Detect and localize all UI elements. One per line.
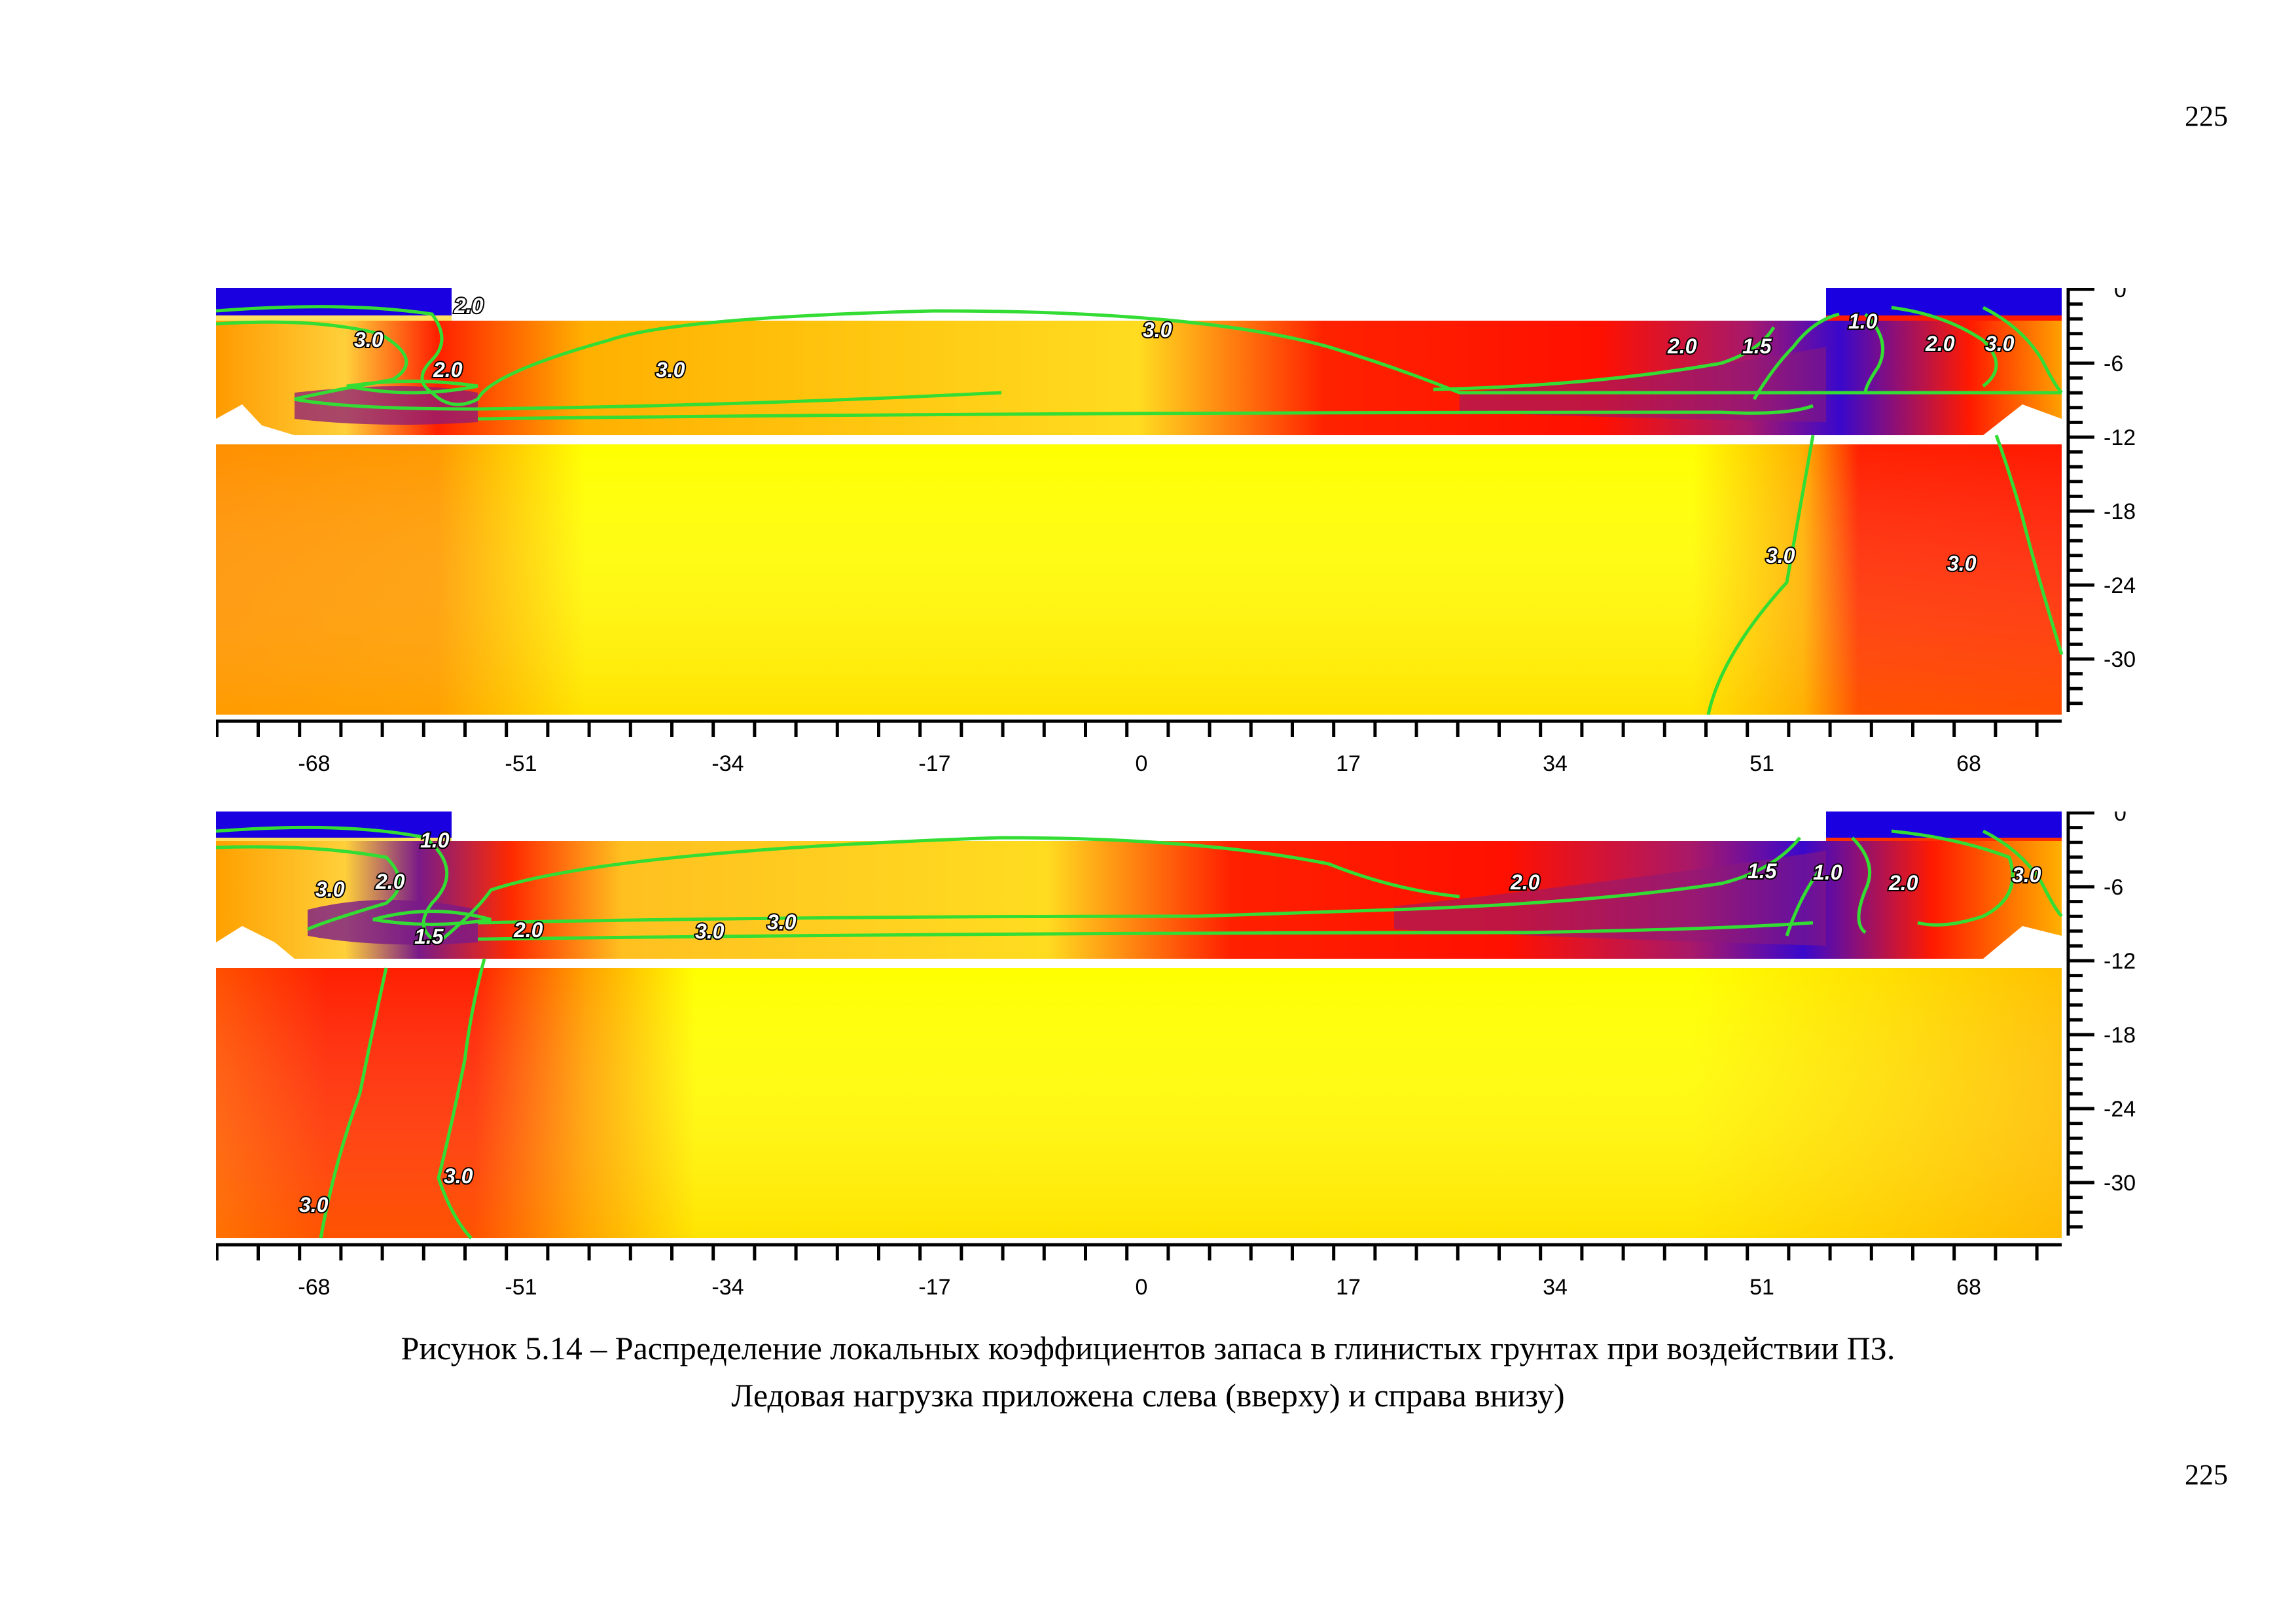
x-tick-label: 0 — [1136, 751, 1148, 776]
x-tick-labels-top: -68 -51 -34 -17 0 17 34 51 68 — [298, 751, 1981, 776]
y-tick-label: -24 — [2104, 1097, 2136, 1122]
x-tick-label: -34 — [711, 1275, 744, 1300]
page-number-bottom: 225 — [2185, 1459, 2228, 1491]
contour-label: 3.0 — [767, 910, 797, 934]
y-tick-label: -6 — [2104, 875, 2123, 900]
contour-label: 2.0 — [433, 358, 463, 382]
x-tick-label: 0 — [1136, 1275, 1148, 1300]
contour-label: 3.0 — [315, 878, 345, 901]
x-tick-label: 34 — [1543, 751, 1568, 776]
contour-label: 3.0 — [1766, 544, 1795, 567]
x-tick-label: -34 — [711, 751, 744, 776]
contour-label: 1.5 — [414, 925, 444, 948]
y-tick-label: -30 — [2104, 1171, 2136, 1196]
y-tick-labels-bottom: 0 -6 -12 -18 -24 -30 — [2104, 812, 2136, 1196]
contour-label: 3.0 — [656, 358, 685, 382]
y-tick-labels-top: 0 -6 -12 -18 -24 -30 — [2104, 288, 2136, 672]
contour-labels-top: 2.0 3.0 2.0 3.0 3.0 2.0 1.5 1.0 2.0 3.0 … — [353, 293, 2016, 577]
contour-label: 3.0 — [299, 1193, 329, 1217]
heatmap-figure-bottom: 1.0 3.0 2.0 1.5 2.0 3.0 3.0 2.0 1.5 1.0 … — [216, 812, 2212, 1387]
contour-label: 3.0 — [1947, 552, 1977, 575]
contour-label: 1.0 — [1848, 310, 1878, 333]
x-tick-label: -51 — [505, 751, 537, 776]
y-tick-label: 0 — [2114, 812, 2126, 826]
contour-label: 2.0 — [454, 294, 484, 317]
x-tick-label: -68 — [298, 1275, 330, 1300]
contour-label: 1.0 — [1813, 861, 1842, 884]
x-tick-labels-bottom: -68 -51 -34 -17 0 17 34 51 68 — [298, 1275, 1981, 1300]
x-tick-label: 34 — [1543, 1275, 1568, 1300]
contour-lines-top — [216, 305, 2064, 715]
heatmap-figure-top: 2.0 3.0 2.0 3.0 3.0 2.0 1.5 1.0 2.0 3.0 … — [216, 288, 2212, 864]
contour-label: 1.5 — [1748, 859, 1778, 883]
figure-caption-line-2: Ледовая нагрузка приложена слева (вверху… — [731, 1377, 1565, 1414]
y-tick-label: 0 — [2114, 288, 2126, 302]
y-tick-label: -12 — [2104, 949, 2136, 974]
contour-labels-bottom: 1.0 3.0 2.0 1.5 2.0 3.0 3.0 2.0 1.5 1.0 … — [298, 827, 2043, 1218]
x-tick-label: 51 — [1749, 1275, 1774, 1300]
contour-label: 1.5 — [1742, 334, 1772, 358]
figure-caption-line-1: Рисунок 5.14 – Распределение локальных к… — [401, 1330, 1895, 1366]
contour-label: 2.0 — [1925, 332, 1955, 355]
y-tick-label: -30 — [2104, 647, 2136, 672]
contour-label: 2.0 — [1510, 870, 1540, 894]
contour-label: 2.0 — [375, 870, 405, 893]
contour-label: 3.0 — [354, 328, 384, 351]
y-tick-label: -6 — [2104, 351, 2123, 376]
x-tick-label: 17 — [1336, 751, 1361, 776]
contour-label: 3.0 — [1143, 318, 1172, 342]
x-tick-label: -68 — [298, 751, 330, 776]
x-tick-label: 51 — [1749, 751, 1774, 776]
contour-label: 3.0 — [2012, 863, 2041, 887]
x-tick-label: -51 — [505, 1275, 537, 1300]
x-tick-label: 17 — [1336, 1275, 1361, 1300]
y-tick-label: -12 — [2104, 425, 2136, 450]
x-tick-label: -17 — [918, 751, 950, 776]
contour-label: 3.0 — [444, 1164, 473, 1188]
contour-label: 3.0 — [1985, 332, 2015, 355]
x-tick-label: -17 — [918, 1275, 950, 1300]
contour-label: 2.0 — [513, 918, 543, 942]
x-tick-label: 68 — [1956, 1275, 1981, 1300]
y-tick-label: -24 — [2104, 573, 2136, 598]
heatmap-bottom-svg: 1.0 3.0 2.0 1.5 2.0 3.0 3.0 2.0 1.5 1.0 … — [216, 812, 2136, 1300]
contour-label: 3.0 — [695, 919, 725, 943]
y-tick-label: -18 — [2104, 499, 2136, 524]
contour-label: 2.0 — [1667, 334, 1697, 358]
x-tick-label: 68 — [1956, 751, 1981, 776]
page-number-top: 225 — [2185, 100, 2228, 132]
contour-label: 2.0 — [1888, 871, 1918, 895]
contour-lines-bottom — [216, 825, 2063, 1240]
y-tick-label: -18 — [2104, 1023, 2136, 1048]
heatmap-top-svg: 2.0 3.0 2.0 3.0 3.0 2.0 1.5 1.0 2.0 3.0 … — [216, 288, 2136, 776]
contour-label: 1.0 — [420, 829, 450, 852]
